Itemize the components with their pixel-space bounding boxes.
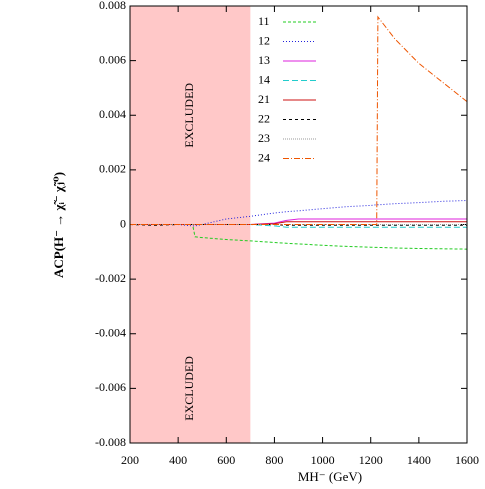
x-tick-label: 1000	[311, 453, 335, 467]
x-axis-label: MH⁻ (GeV)	[298, 469, 362, 484]
series-line	[130, 200, 468, 227]
y-tick-label: -0.004	[95, 326, 126, 340]
legend-label: 21	[258, 92, 270, 106]
legend-label: 24	[258, 150, 270, 164]
y-tick-label: 0.002	[99, 162, 126, 176]
legend-label: 22	[258, 111, 270, 125]
x-tick-label: 1600	[455, 453, 479, 467]
legend-label: 23	[258, 131, 270, 145]
excluded-label: EXCLUDED	[182, 83, 196, 148]
legend-label: 14	[258, 72, 270, 86]
y-tick-label: 0.004	[99, 107, 126, 121]
y-tick-label: 0.006	[99, 52, 126, 66]
y-tick-label: 0	[120, 216, 126, 230]
series-line	[130, 15, 468, 225]
legend-label: 13	[258, 53, 270, 67]
plot-frame	[129, 5, 468, 444]
excluded-label: EXCLUDED	[182, 356, 196, 421]
x-tick-label: 1400	[407, 453, 431, 467]
y-axis-label: ACP(H⁻ → χ̃ᵢ⁻ χ̃ⱼ⁰)	[51, 172, 66, 278]
x-tick-label: 600	[217, 453, 235, 467]
x-tick-label: 800	[265, 453, 283, 467]
legend-label: 11	[258, 14, 270, 28]
legend-label: 12	[258, 33, 270, 47]
y-tick-label: -0.006	[95, 380, 126, 394]
y-tick-label: -0.008	[95, 435, 126, 449]
series-line	[130, 224, 468, 250]
x-tick-label: 400	[169, 453, 187, 467]
x-tick-label: 1200	[359, 453, 383, 467]
y-tick-label: 0.008	[99, 0, 126, 12]
y-tick-label: -0.002	[95, 271, 126, 285]
x-tick-label: 200	[121, 453, 139, 467]
series-line	[129, 224, 467, 226]
